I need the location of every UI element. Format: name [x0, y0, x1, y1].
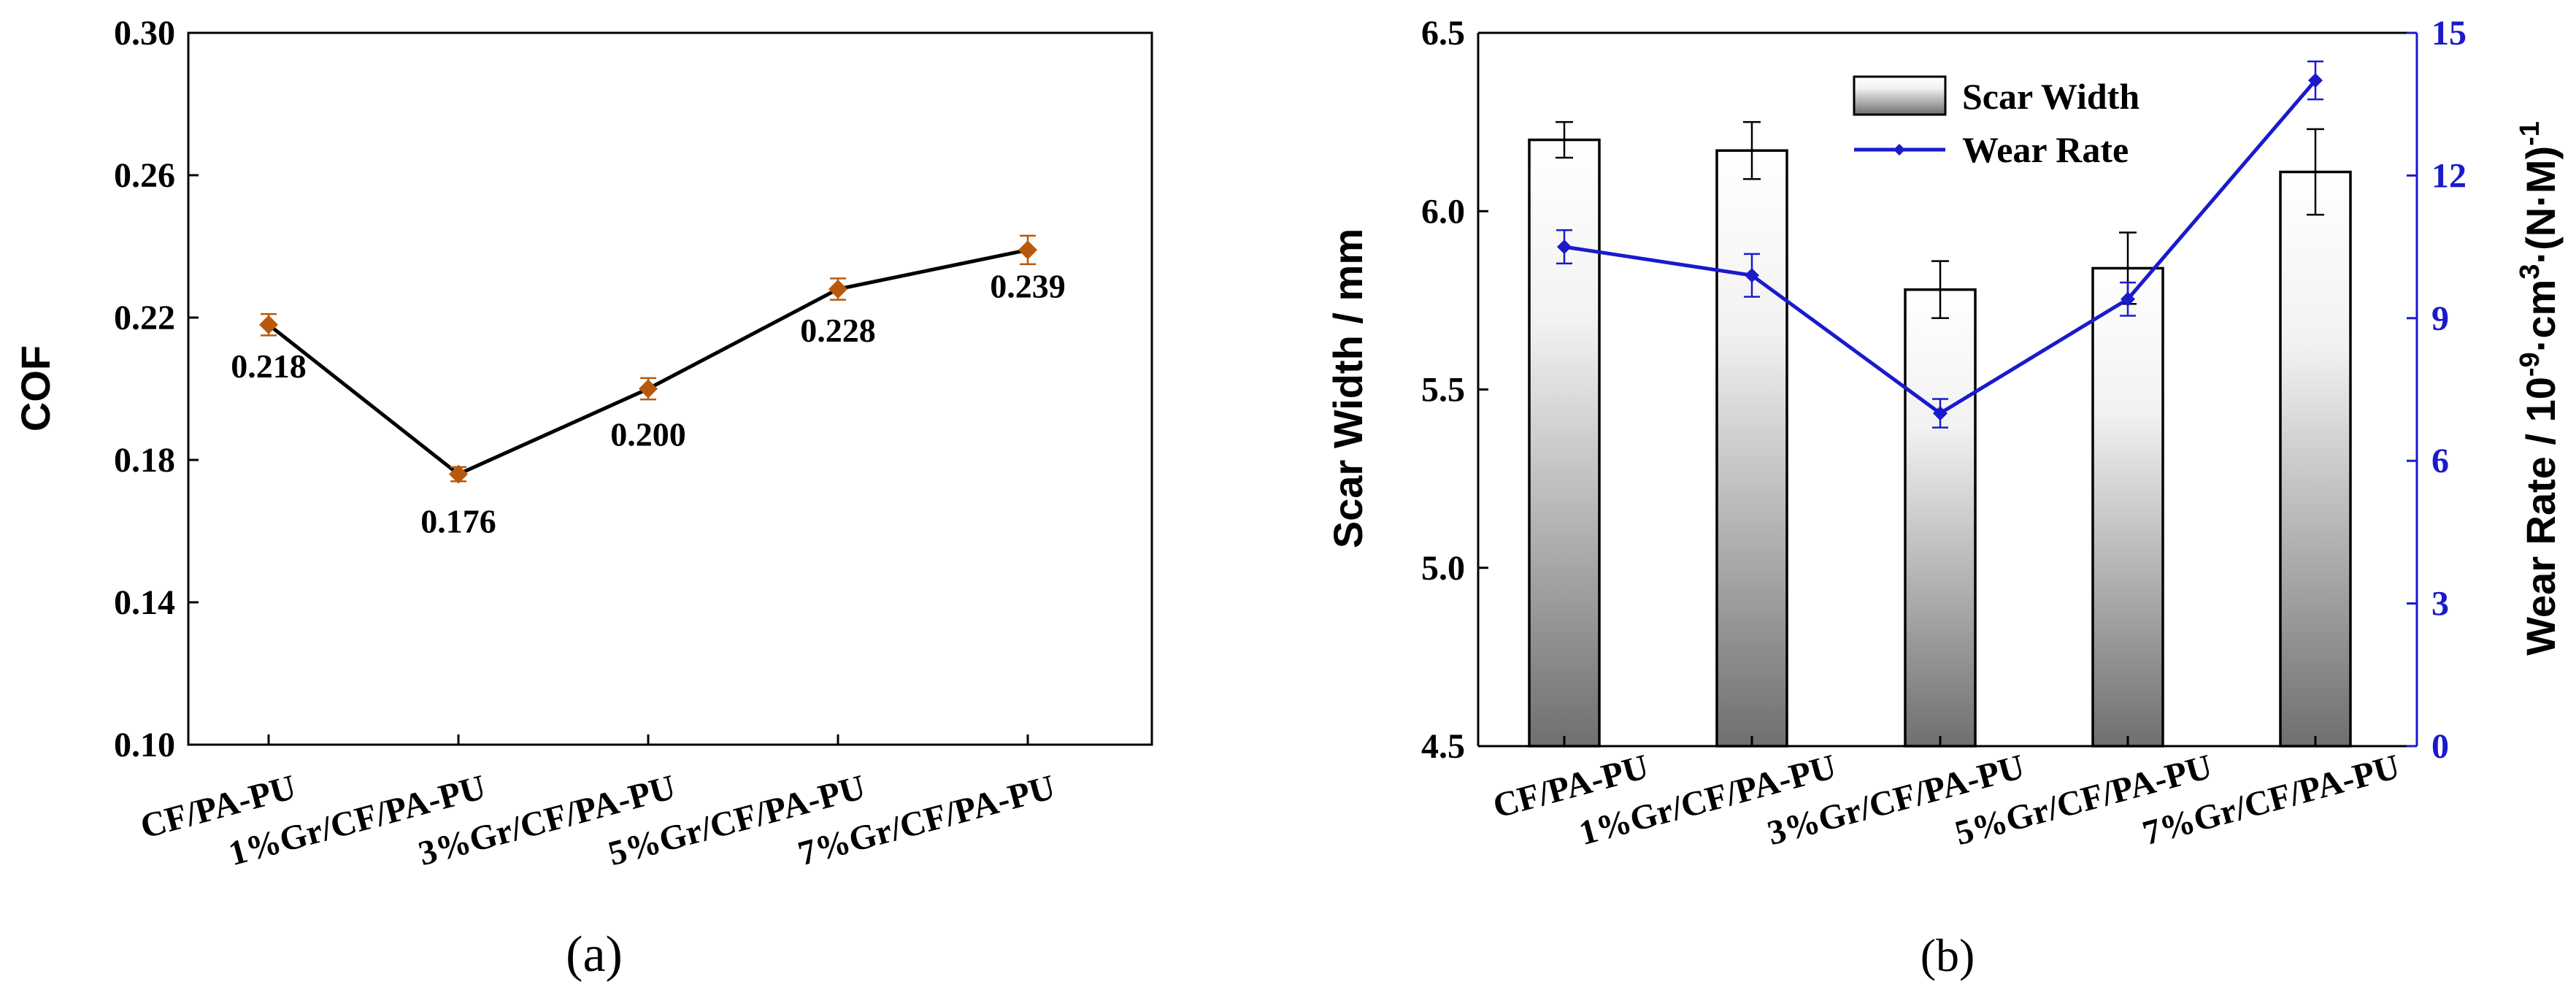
scar-width-bar-5: [2279, 170, 2352, 748]
legend-label-wear-rate: Wear Rate: [1962, 129, 2129, 170]
caption-b: (b): [1921, 929, 1975, 981]
wear-rate-point-5: [2308, 73, 2323, 88]
cof-data-label-4: 0.228: [800, 312, 876, 349]
y2-tick-label: 12: [2431, 156, 2467, 195]
plot-frame-a: [187, 31, 1153, 746]
cof-point-1: [259, 315, 278, 334]
x-axis-ticks: [1563, 736, 2317, 746]
scar-wear-chart: 4.5 5.0 5.5 6.0 6.5 0 3 6 9 12 15 Scar Width Wear…: [1325, 14, 2564, 981]
y-tick-label: 5.5: [1421, 371, 1465, 410]
cof-chart: 0.10 0.14 0.18 0.22 0.26 0.30 0.218 0.176 0.200…: [12, 14, 1153, 983]
y2-tick-label: 3: [2431, 585, 2449, 623]
y-tick-label: 6.5: [1421, 14, 1465, 53]
cof-data-label-1: 0.218: [231, 348, 307, 385]
scar-width-error-bar-3: [1931, 260, 1949, 320]
legend-label-scar-width: Scar Width: [1962, 76, 2139, 117]
y2-axis-title-wear-rate: Wear Rate / 10-9·cm3·(N·M)-1: [2515, 121, 2564, 656]
scar-width-bars: [1528, 138, 2352, 748]
scar-width-error-bar-2: [1743, 120, 1761, 180]
y-tick-label: 5.0: [1421, 549, 1465, 588]
y2-tick-label: 9: [2431, 299, 2449, 338]
scar-width-error-bar-1: [1556, 120, 1573, 159]
y2-tick-label: 0: [2431, 727, 2449, 766]
x-axis-ticks: [267, 734, 1029, 745]
category-labels: CF/PA-PU1%Gr/CF/PA-PU3%Gr/CF/PA-PU5%Gr/C…: [137, 767, 1059, 873]
category-labels: CF/PA-PU1%Gr/CF/PA-PU3%Gr/CF/PA-PU5%Gr/C…: [1489, 747, 2404, 853]
legend-wear-rate-marker: [1893, 144, 1905, 156]
wear-rate-series: [1556, 60, 2323, 429]
wear-rate-point-1: [1557, 239, 1572, 255]
y-axis-title-scar-width: Scar Width / mm: [1325, 229, 1371, 548]
y-tick-label: 0.30: [114, 14, 175, 53]
cof-data-label-3: 0.200: [610, 416, 686, 453]
y-tick-label: 6.0: [1421, 192, 1465, 231]
scar-width-error-bars: [1556, 120, 2324, 320]
cof-data-labels: 0.218 0.176 0.200 0.228 0.239: [231, 267, 1066, 540]
y-tick-label: 4.5: [1421, 727, 1465, 766]
cof-point-2: [449, 464, 468, 484]
y-tick-label: 0.14: [114, 583, 175, 622]
cof-data-label-5: 0.239: [990, 267, 1066, 304]
y-axis-ticks: 0.10 0.14 0.18 0.22 0.26 0.30: [114, 14, 199, 764]
cof-point-3: [639, 379, 658, 399]
y2-tick-label: 6: [2431, 442, 2449, 480]
y-tick-label: 0.22: [114, 299, 175, 337]
legend: Scar Width Wear Rate: [1853, 75, 2139, 170]
cof-point-4: [828, 280, 847, 299]
wear-rate-point-4: [2121, 291, 2135, 307]
y-tick-label: 0.10: [114, 726, 175, 764]
cof-point-5: [1018, 240, 1037, 260]
y2-tick-label: 15: [2431, 14, 2467, 53]
scar-width-bar-4: [2091, 266, 2164, 748]
cof-series: [259, 234, 1037, 484]
y-axis-title-cof: COF: [12, 345, 58, 431]
scar-width-bar-2: [1715, 149, 1788, 748]
right-y-axis-ticks: 0 3 6 9 12 15: [2407, 14, 2467, 766]
left-y-axis-ticks: 4.5 5.0 5.5 6.0 6.5: [1421, 14, 1488, 766]
wear-rate-point-3: [1933, 406, 1948, 421]
caption-a: (a): [566, 926, 623, 983]
legend-swatch-scar-width: [1853, 75, 1947, 116]
cof-data-label-2: 0.176: [420, 503, 496, 540]
scar-width-bar-3: [1904, 288, 1977, 748]
y-tick-label: 0.26: [114, 156, 175, 195]
scar-width-error-bar-5: [2307, 128, 2324, 216]
wear-rate-point-2: [1745, 268, 1759, 283]
y-tick-label: 0.18: [114, 441, 175, 480]
